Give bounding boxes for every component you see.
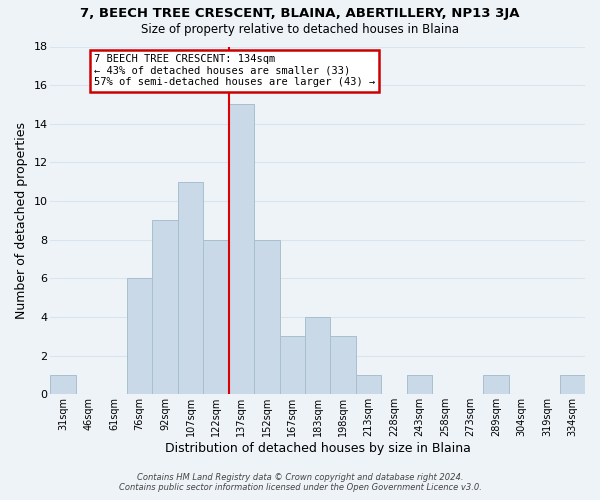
Bar	[50, 375, 76, 394]
Bar	[203, 240, 229, 394]
Bar	[254, 240, 280, 394]
Text: 7 BEECH TREE CRESCENT: 134sqm
← 43% of detached houses are smaller (33)
57% of s: 7 BEECH TREE CRESCENT: 134sqm ← 43% of d…	[94, 54, 375, 88]
Bar	[305, 317, 331, 394]
Text: Size of property relative to detached houses in Blaina: Size of property relative to detached ho…	[141, 22, 459, 36]
Bar	[178, 182, 203, 394]
Bar	[152, 220, 178, 394]
Bar	[127, 278, 152, 394]
Bar	[356, 375, 382, 394]
Bar	[560, 375, 585, 394]
Bar	[483, 375, 509, 394]
Text: Contains HM Land Registry data © Crown copyright and database right 2024.
Contai: Contains HM Land Registry data © Crown c…	[119, 473, 481, 492]
Y-axis label: Number of detached properties: Number of detached properties	[15, 122, 28, 319]
Bar	[229, 104, 254, 395]
Text: 7, BEECH TREE CRESCENT, BLAINA, ABERTILLERY, NP13 3JA: 7, BEECH TREE CRESCENT, BLAINA, ABERTILL…	[80, 8, 520, 20]
X-axis label: Distribution of detached houses by size in Blaina: Distribution of detached houses by size …	[165, 442, 470, 455]
Bar	[331, 336, 356, 394]
Bar	[280, 336, 305, 394]
Bar	[407, 375, 432, 394]
